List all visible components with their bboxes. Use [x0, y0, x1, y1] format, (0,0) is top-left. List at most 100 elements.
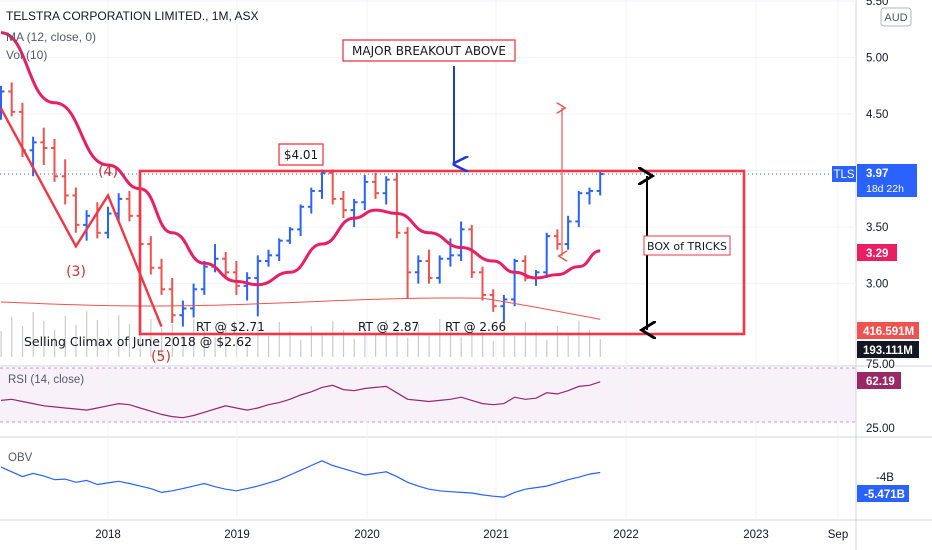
ohlc-bar [243, 272, 251, 301]
volume-bar [385, 320, 387, 357]
ohlc-bar [457, 221, 465, 262]
vol-badge [857, 341, 919, 358]
volume-bar [396, 329, 398, 357]
volume-bar [161, 328, 163, 357]
ohlc-bar [329, 169, 337, 205]
wave-label-3: (3) [66, 264, 86, 280]
ohlc-bar [232, 261, 240, 295]
vol-legend[interactable]: Vol (10) [6, 48, 48, 62]
grid [0, 0, 856, 520]
currency-badge-text: AUD [884, 12, 907, 24]
ohlc-bar [350, 198, 358, 228]
chart-title[interactable]: TELSTRA CORPORATION LIMITED., 1M, ASX [6, 9, 259, 23]
price-tick-2: 4.50 [866, 109, 888, 121]
ohlc-bar [8, 82, 16, 117]
ohlc-bar [393, 172, 401, 239]
volume-bar [407, 338, 409, 357]
volume-bar [86, 311, 88, 357]
peak-label-box [278, 143, 324, 166]
box-label-box [643, 235, 731, 256]
volume-bar [514, 336, 516, 357]
time-axis: 2018 2019 2020 2021 2022 2023 Sep [95, 529, 848, 541]
volume-bar [128, 324, 131, 357]
volume-bar [257, 327, 259, 357]
volume-bar [11, 317, 13, 357]
currency-badge[interactable] [880, 7, 912, 27]
last-price-text: 3.97 [866, 168, 888, 180]
last-price-badge [857, 164, 917, 197]
volume-bar [417, 324, 419, 357]
volume-bar [268, 336, 270, 357]
wave-trendline [0, 107, 163, 328]
volume-bar [54, 330, 56, 357]
ohlc-bar [83, 210, 91, 241]
ohlc-bar [307, 187, 315, 214]
obv-pane-label: OBV [8, 452, 33, 464]
volume-bar [567, 335, 569, 357]
ohlc-bar [104, 206, 112, 239]
volume-bar [43, 321, 45, 357]
volume-bar [150, 319, 152, 357]
time-tick-5: 2023 [743, 529, 769, 541]
time-tick-0: 2018 [95, 529, 121, 541]
vol-ma-badge [857, 322, 919, 339]
ohlc-bar [382, 176, 390, 205]
volume-bar [482, 332, 484, 357]
ohlc-bar [489, 289, 497, 312]
rt-label-1: RT @ $2.71 [196, 320, 265, 334]
volume-bar [449, 328, 452, 357]
rsi-tick-75: 75.00 [866, 359, 895, 371]
ohlc-bar [147, 236, 155, 275]
volume-bar [225, 323, 227, 357]
price-tick-5: 3.00 [866, 279, 888, 291]
obv-line [0, 460, 601, 498]
rsi-value-text: 62.19 [866, 376, 895, 388]
ohlc-bar [361, 175, 369, 211]
peak-label: $4.01 [284, 148, 318, 162]
wave-label-5: (5) [151, 349, 171, 365]
price-tick-1: 5.00 [866, 53, 888, 65]
countdown-text: 18d 22h [866, 183, 904, 195]
ohlc-bar [200, 261, 208, 295]
ma-value-text: 3.29 [866, 248, 888, 260]
ohlc-bar [286, 227, 294, 245]
ma-line [0, 31, 601, 287]
volume-bar [589, 330, 591, 357]
ma-value-badge [857, 244, 897, 261]
box-label: BOX of TRICKS [647, 240, 727, 253]
volume-bar [332, 321, 334, 357]
volume-ma-line [0, 297, 601, 320]
rt-label-3: RT @ 2.66 [445, 320, 506, 334]
volume-bar [246, 341, 248, 357]
volume-bar [300, 340, 302, 357]
obv-value-badge [857, 485, 909, 502]
volume-bar [96, 320, 98, 357]
volume-bar [310, 326, 312, 357]
volume-bar [214, 337, 216, 357]
ohlc-bar [564, 215, 572, 250]
volume-bar [64, 316, 66, 357]
volume-bar [556, 326, 559, 357]
ohlc-bar [72, 187, 80, 233]
ohlc-bar [425, 249, 433, 284]
breakout-label: MAJOR BREAKOUT ABOVE [352, 44, 506, 58]
volume-bar [203, 328, 205, 357]
volume-bar [375, 334, 377, 357]
ohlc-bar [158, 258, 165, 295]
rsi-tick-25: 25.00 [866, 423, 895, 435]
volume-bar [0, 331, 2, 357]
ohlc-bar [51, 138, 58, 182]
ohlc-bar [479, 266, 486, 301]
ohlc-bar [40, 127, 48, 165]
time-tick-6: Sep [828, 529, 848, 541]
ma-legend[interactable]: MA (12, close, 0) [6, 30, 97, 44]
volume-bar [75, 325, 77, 357]
volume-bar [32, 312, 34, 357]
ohlc-bar [297, 204, 305, 237]
volume-bar [460, 337, 462, 357]
volume-bar [278, 322, 280, 357]
volume-bar [193, 319, 195, 357]
breakout-label-box [342, 39, 516, 62]
volume-bar [492, 341, 494, 357]
